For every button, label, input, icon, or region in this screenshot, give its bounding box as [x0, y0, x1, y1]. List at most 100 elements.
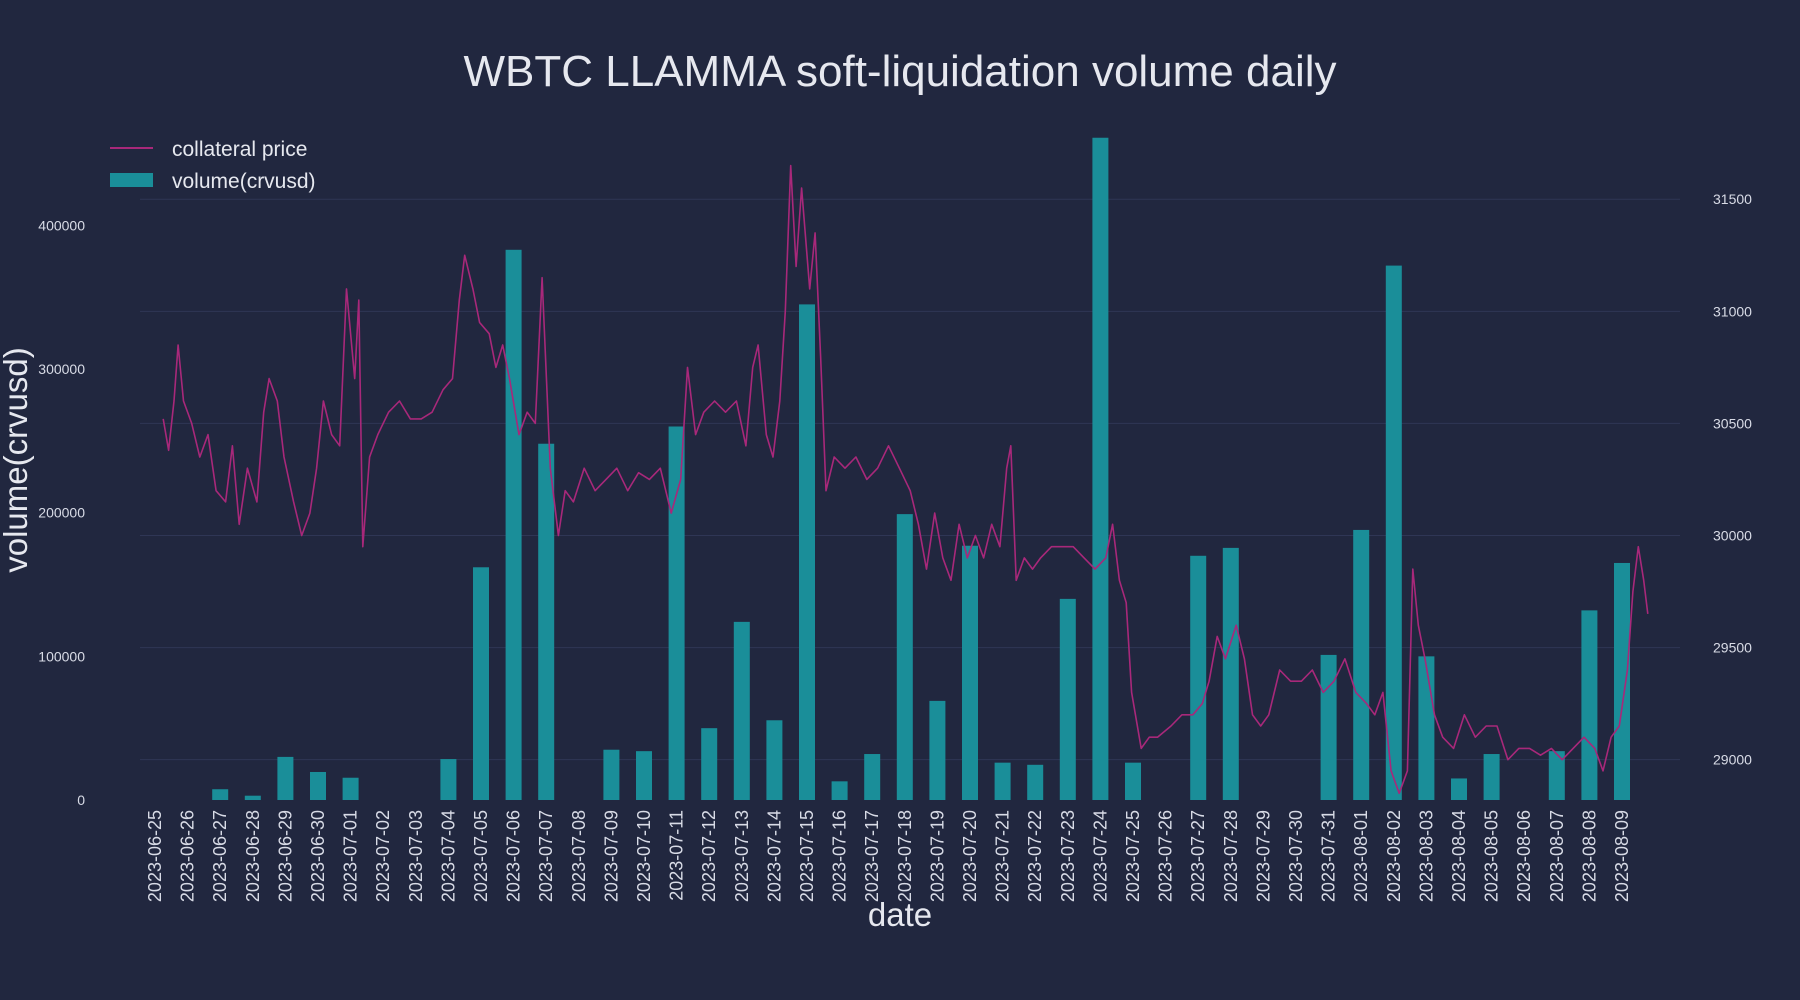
- x-tick-label: 2023-08-05: [1482, 810, 1502, 902]
- bar: [1385, 265, 1402, 801]
- x-tick-label: 2023-07-29: [1253, 810, 1273, 902]
- bar: [1190, 555, 1207, 800]
- bar: [1092, 137, 1109, 801]
- x-tick-label: 2023-07-16: [830, 810, 850, 902]
- x-tick-label: 2023-07-26: [1156, 810, 1176, 902]
- x-tick-label: 2023-07-20: [960, 810, 980, 902]
- x-tick-label: 2023-06-30: [308, 810, 328, 902]
- bars: [212, 137, 1630, 801]
- x-tick-label: 2023-08-08: [1579, 810, 1599, 902]
- bar: [994, 762, 1011, 800]
- bar: [538, 443, 555, 800]
- bar: [701, 728, 718, 800]
- y-tick-label-left: 200000: [38, 505, 85, 521]
- x-tick-label: 2023-07-23: [1058, 810, 1078, 902]
- x-tick-label: 2023-07-13: [732, 810, 752, 902]
- x-tick-label: 2023-07-19: [927, 810, 947, 902]
- bar: [1222, 547, 1239, 800]
- x-tick-label: 2023-07-30: [1286, 810, 1306, 902]
- bar: [962, 545, 978, 800]
- bar: [1027, 764, 1044, 800]
- bar: [766, 720, 783, 800]
- bar: [1548, 751, 1565, 800]
- bar: [212, 789, 229, 800]
- x-tick-label: 2023-06-27: [210, 810, 230, 902]
- x-tick-label: 2023-08-01: [1351, 810, 1371, 902]
- x-tick-label: 2023-07-10: [634, 810, 654, 902]
- x-tick-label: 2023-06-28: [243, 810, 263, 902]
- x-tick-label: 2023-07-21: [993, 810, 1013, 902]
- y-axis-left: 0 100000 200000 300000 400000: [38, 217, 85, 808]
- bar: [864, 754, 881, 800]
- bar: [1451, 778, 1467, 800]
- y-tick-label-right: 30000: [1713, 527, 1752, 543]
- y-tick-label-left: 0: [77, 792, 85, 808]
- bar: [310, 771, 326, 800]
- x-tick-label: 2023-06-25: [145, 810, 165, 902]
- bar: [1614, 562, 1630, 800]
- x-tick-label: 2023-07-12: [699, 810, 719, 902]
- bar: [1059, 598, 1076, 800]
- bar: [244, 795, 261, 800]
- x-tick-label: 2023-07-17: [862, 810, 882, 902]
- x-axis-label: date: [868, 896, 932, 933]
- bar: [733, 621, 750, 800]
- y-axis-right: 29000 29500 30000 30500 31000 31500: [1713, 191, 1752, 767]
- x-tick-label: 2023-08-04: [1449, 810, 1469, 902]
- bar: [1320, 654, 1337, 800]
- bar: [1581, 610, 1598, 800]
- bar: [929, 700, 946, 800]
- bar: [831, 781, 848, 800]
- bar: [799, 304, 815, 800]
- x-tick-label: 2023-07-28: [1221, 810, 1241, 902]
- bar: [1353, 529, 1370, 800]
- x-tick-label: 2023-07-02: [373, 810, 393, 902]
- x-tick-label: 2023-08-06: [1514, 810, 1534, 902]
- x-tick-label: 2023-07-06: [504, 810, 524, 902]
- legend-label-line: collateral price: [172, 138, 307, 161]
- y-tick-label-right: 31000: [1713, 303, 1752, 319]
- price-line-path: [162, 164, 1649, 795]
- x-tick-label: 2023-08-07: [1547, 810, 1567, 902]
- x-axis: 2023-06-25 2023-06-26 2023-06-27 2023-06-28…: [145, 810, 1632, 902]
- bar: [1483, 754, 1500, 800]
- y-tick-label-left: 300000: [38, 361, 85, 377]
- bar: [440, 759, 457, 800]
- x-tick-label: 2023-07-24: [1090, 810, 1110, 902]
- bar: [896, 514, 913, 800]
- x-tick-label: 2023-07-07: [536, 810, 556, 902]
- x-tick-label: 2023-08-09: [1612, 810, 1632, 902]
- bar: [473, 567, 489, 800]
- bar: [668, 426, 685, 800]
- bar: [1125, 762, 1141, 800]
- bar: [636, 751, 652, 800]
- y-tick-label-left: 400000: [38, 217, 85, 233]
- x-tick-label: 2023-07-03: [406, 810, 426, 902]
- x-tick-label: 2023-07-09: [601, 810, 621, 902]
- y-tick-label-right: 31500: [1713, 191, 1752, 207]
- x-tick-label: 2023-07-27: [1188, 810, 1208, 902]
- x-tick-label: 2023-07-01: [341, 810, 361, 902]
- x-tick-label: 2023-07-22: [1025, 810, 1045, 902]
- bar: [342, 777, 359, 800]
- x-tick-label: 2023-07-08: [569, 810, 589, 902]
- bar: [603, 749, 620, 800]
- legend-label-bar: volume(crvusd): [172, 170, 316, 193]
- x-tick-label: 2023-07-14: [764, 810, 784, 902]
- bar: [505, 249, 522, 800]
- legend: collateral price volume(crvusd): [110, 138, 316, 193]
- x-tick-label: 2023-07-15: [797, 810, 817, 902]
- y-tick-label-right: 30500: [1713, 415, 1752, 431]
- x-tick-label: 2023-07-04: [438, 810, 458, 902]
- legend-bar-swatch: [110, 173, 153, 187]
- chart-title: WBTC LLAMMA soft-liquidation volume dail…: [464, 47, 1337, 96]
- x-tick-label: 2023-08-02: [1384, 810, 1404, 902]
- x-tick-label: 2023-07-31: [1319, 810, 1339, 902]
- x-tick-label: 2023-07-18: [895, 810, 915, 902]
- x-tick-label: 2023-08-03: [1416, 810, 1436, 902]
- x-tick-label: 2023-07-11: [667, 810, 687, 901]
- y-tick-label-right: 29500: [1713, 640, 1752, 656]
- y-tick-label-right: 29000: [1713, 752, 1752, 768]
